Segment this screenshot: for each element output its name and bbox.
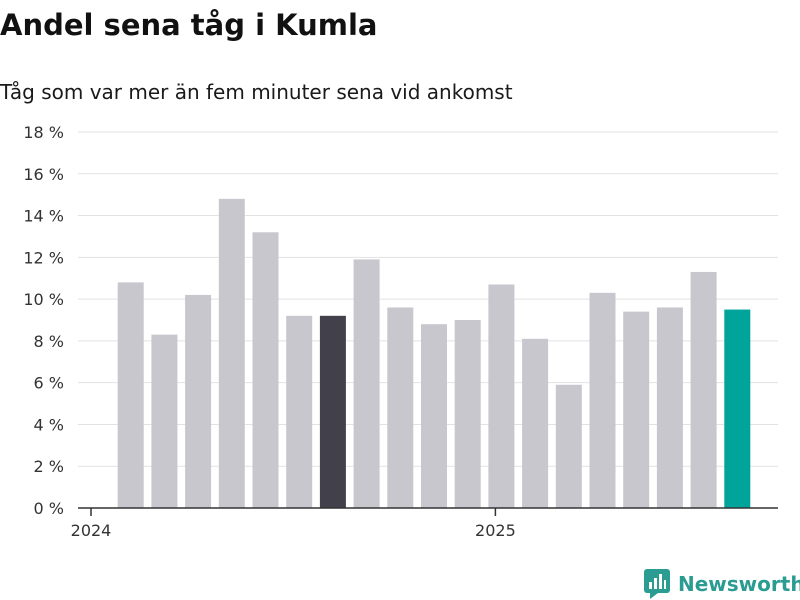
- bar: [656, 307, 683, 508]
- y-tick-label: 4 %: [34, 415, 64, 434]
- y-tick-label: 16 %: [23, 165, 64, 184]
- y-tick-label: 12 %: [23, 248, 64, 267]
- y-tick-label: 0 %: [34, 499, 64, 518]
- bar: [589, 292, 616, 508]
- bar: [353, 259, 380, 508]
- bar: [319, 315, 346, 508]
- bar: [454, 320, 481, 508]
- bar: [117, 282, 144, 508]
- bar-chart: 0 % 2 % 4 % 6 % 8 % 10 % 12 % 14 % 16 % 18 % 2024 2…: [23, 123, 778, 540]
- newsworthy-logo-icon: [644, 569, 670, 599]
- bar: [555, 384, 582, 508]
- chart-title: Andel sena tåg i Kumla: [0, 8, 378, 42]
- y-tick-label: 6 %: [34, 374, 64, 393]
- chart-subtitle: Tåg som var mer än fem minuter sena vid …: [0, 80, 513, 104]
- bar: [623, 311, 650, 508]
- bar: [286, 315, 313, 508]
- y-tick-label: 8 %: [34, 332, 64, 351]
- bar: [252, 232, 279, 508]
- y-tick-label: 18 %: [23, 123, 64, 142]
- y-tick-label: 10 %: [23, 290, 64, 309]
- brand-name: Newsworthy: [678, 572, 800, 596]
- bar: [690, 271, 717, 508]
- bar: [218, 198, 245, 508]
- x-tick-label: 2025: [475, 521, 516, 540]
- bar: [522, 338, 549, 508]
- bar: [151, 334, 178, 508]
- bar: [724, 309, 751, 508]
- bar: [387, 307, 414, 508]
- x-tick-label: 2024: [71, 521, 112, 540]
- bar: [421, 324, 447, 508]
- y-tick-label: 14 %: [23, 207, 64, 226]
- bar: [185, 294, 212, 508]
- brand-logo: Newsworthy: [644, 568, 800, 600]
- y-tick-label: 2 %: [34, 457, 64, 476]
- bar: [488, 284, 515, 508]
